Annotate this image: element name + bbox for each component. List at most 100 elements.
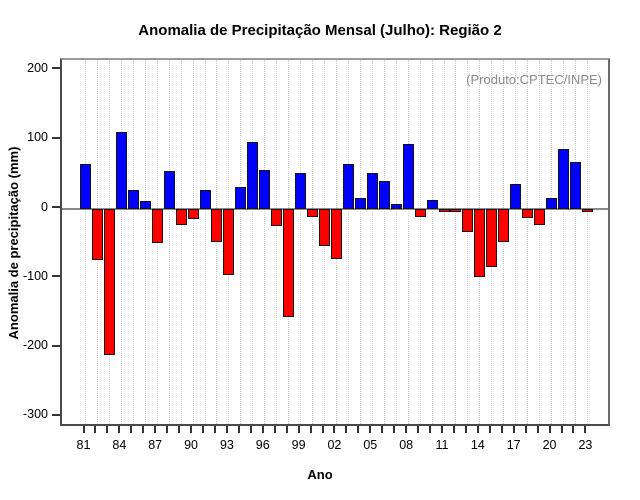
- bar-2016: [498, 209, 510, 242]
- y-tick-200: [52, 67, 60, 70]
- bar-1997: [271, 209, 283, 227]
- gridline: [515, 60, 517, 424]
- y-tick-label-100: 100: [27, 130, 48, 145]
- gridline: [264, 60, 266, 424]
- bar-1992: [211, 209, 223, 243]
- x-tick-1988: [166, 426, 169, 433]
- x-tick-1999: [297, 426, 300, 433]
- bar-1984: [115, 132, 127, 209]
- x-tick-2012: [452, 426, 455, 433]
- bar-1991: [199, 189, 211, 209]
- gridline: [180, 60, 182, 424]
- bar-1998: [283, 209, 295, 318]
- bar-1987: [151, 209, 163, 243]
- bar-2020: [546, 197, 558, 209]
- x-tick-2006: [381, 426, 384, 433]
- x-tick-2023: [584, 426, 587, 433]
- bar-2015: [486, 209, 498, 267]
- gridline: [359, 60, 361, 424]
- gridline: [503, 60, 505, 424]
- x-tick-1981: [82, 426, 85, 433]
- gridline: [85, 60, 86, 424]
- x-tick-2003: [345, 426, 348, 433]
- gridline: [586, 60, 588, 424]
- gridline: [276, 60, 278, 424]
- bar-1995: [247, 141, 259, 209]
- x-tick-label-87: 87: [148, 438, 163, 452]
- y-tick--300: [52, 413, 60, 416]
- gridline: [144, 60, 146, 424]
- x-tick-1985: [130, 426, 133, 433]
- bar-2012: [450, 209, 462, 212]
- x-tick-2000: [309, 426, 312, 433]
- x-tick-2014: [476, 426, 479, 433]
- gridline: [383, 60, 385, 424]
- x-tick-1990: [190, 426, 193, 433]
- y-tick-label--100: -100: [22, 268, 48, 283]
- x-tick-2015: [488, 426, 491, 433]
- x-tick-label-90: 90: [184, 438, 198, 452]
- bar-2002: [330, 209, 342, 259]
- y-tick-label-0: 0: [41, 199, 48, 214]
- x-tick-1983: [106, 426, 109, 433]
- x-tick-2005: [369, 426, 372, 433]
- gridline: [407, 60, 409, 424]
- bar-1983: [103, 209, 115, 356]
- x-tick-1991: [202, 426, 204, 433]
- x-tick-2018: [524, 426, 527, 433]
- bar-2005: [366, 172, 378, 209]
- gridline: [431, 60, 433, 424]
- x-tick-label-20: 20: [542, 438, 557, 452]
- bar-2004: [354, 197, 366, 209]
- bar-1982: [91, 209, 103, 260]
- source-annotation: (Produto:CPTEC/INPE): [466, 72, 602, 87]
- gridline: [252, 60, 254, 424]
- x-tick-2002: [333, 426, 336, 433]
- gridline: [419, 60, 421, 424]
- gridline: [395, 60, 397, 424]
- gridline: [192, 60, 194, 424]
- gridline: [371, 60, 373, 424]
- x-tick-2004: [357, 426, 360, 433]
- x-tick-label-17: 17: [506, 438, 521, 452]
- x-tick-label-96: 96: [255, 438, 270, 452]
- bar-2006: [378, 180, 390, 209]
- gridline: [168, 60, 170, 424]
- x-tick-1994: [237, 426, 240, 433]
- bar-1989: [175, 209, 187, 225]
- x-tick-2007: [393, 426, 396, 433]
- x-tick-label-93: 93: [219, 438, 234, 452]
- bar-2021: [558, 149, 569, 209]
- y-tick--100: [52, 275, 60, 278]
- gridline: [574, 60, 576, 424]
- y-tick-100: [52, 136, 60, 139]
- x-tick-2016: [500, 426, 503, 433]
- x-tick-label-81: 81: [76, 438, 91, 452]
- y-tick--200: [52, 344, 60, 347]
- x-tick-2010: [429, 426, 432, 433]
- y-tick-label--200: -200: [22, 338, 48, 353]
- x-tick-label-14: 14: [470, 438, 485, 452]
- gridline: [467, 60, 469, 424]
- bar-2019: [534, 209, 546, 225]
- x-axis-label: Ano: [307, 467, 333, 482]
- plot-area: (Produto:CPTEC/INPE): [60, 58, 610, 426]
- x-tick-label-08: 08: [399, 438, 414, 452]
- x-tick-1997: [273, 426, 276, 433]
- bar-2011: [438, 209, 450, 213]
- gridline: [312, 60, 314, 424]
- gridline: [563, 60, 564, 424]
- bar-1999: [295, 172, 307, 209]
- bar-1994: [235, 186, 247, 209]
- x-tick-2017: [512, 426, 515, 433]
- x-tick-label-23: 23: [578, 438, 593, 452]
- gridline: [132, 60, 134, 424]
- bar-2000: [307, 209, 319, 217]
- gridline: [551, 60, 553, 424]
- x-tick-1982: [94, 426, 97, 433]
- x-tick-2001: [321, 426, 324, 433]
- y-axis-label: Anomalia de precipitação (mm): [6, 146, 21, 340]
- gridline: [120, 60, 122, 424]
- x-tick-2019: [536, 426, 539, 433]
- bar-2017: [510, 184, 522, 209]
